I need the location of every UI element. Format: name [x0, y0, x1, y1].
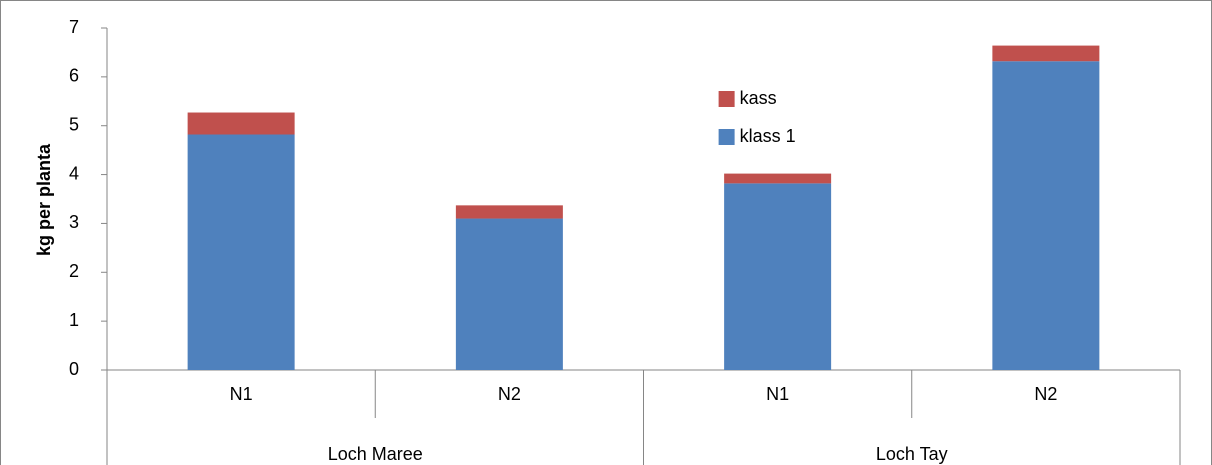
group-label: Loch Maree — [328, 444, 423, 464]
y-tick-label: 3 — [69, 212, 79, 232]
group-label: Loch Tay — [876, 444, 948, 464]
y-tick-label: 1 — [69, 310, 79, 330]
y-tick-label: 4 — [69, 163, 79, 183]
x-tick-label: N1 — [230, 384, 253, 404]
bar-segment — [724, 173, 832, 184]
x-tick-label: N1 — [766, 384, 789, 404]
y-tick-label: 2 — [69, 261, 79, 281]
y-tick-label: 0 — [69, 359, 79, 379]
bar-segment — [187, 112, 295, 135]
bar-segment — [992, 61, 1100, 370]
bar-segment — [187, 134, 295, 370]
y-axis-label: kg per planta — [34, 143, 54, 256]
y-tick-label: 7 — [69, 17, 79, 37]
legend-swatch — [718, 91, 735, 107]
y-tick-label: 5 — [69, 114, 79, 134]
legend-label: klass 1 — [740, 126, 796, 146]
bar-segment — [724, 183, 832, 370]
legend-label: kass — [740, 88, 777, 108]
x-tick-label: N2 — [498, 384, 521, 404]
bar-segment — [992, 45, 1100, 62]
bar-segment — [455, 218, 563, 370]
y-tick-label: 6 — [69, 66, 79, 86]
x-tick-label: N2 — [1034, 384, 1057, 404]
bar-segment — [455, 205, 563, 219]
legend-swatch — [718, 129, 735, 145]
